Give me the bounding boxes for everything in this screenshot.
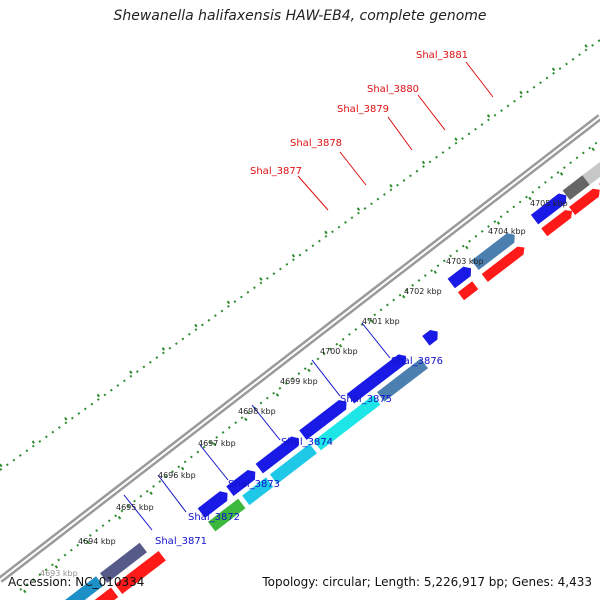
backbone-line-inner — [0, 116, 600, 581]
gene-label-3880[interactable]: Shal_3880 — [367, 84, 419, 95]
gene-label-3875[interactable]: Shal_3875 — [340, 394, 392, 405]
kbp-label-4696: 4696 kbp — [158, 471, 196, 480]
gene-block-3875[interactable] — [346, 351, 410, 404]
kbp-label-4699: 4699 kbp — [280, 377, 318, 386]
gene-label-3872[interactable]: Shal_3872 — [188, 512, 240, 523]
gene-red-3[interactable] — [541, 207, 575, 237]
callout-3880 — [417, 94, 446, 131]
callout-3879 — [387, 116, 413, 151]
kbp-label-4693-partial: 4693 kbp — [40, 569, 78, 578]
outer-tick-track-bottom-major — [23, 142, 600, 594]
kbp-label-4704: 4704 kbp — [488, 227, 526, 236]
gene-reverse-far-left-1[interactable] — [75, 587, 119, 600]
gene-forward-far-left-1[interactable] — [64, 576, 104, 600]
outer-tick-track-top — [0, 39, 600, 471]
kbp-label-4698: 4698 kbp — [238, 407, 276, 416]
callout-3874 — [251, 404, 281, 441]
gene-block-3871[interactable] — [197, 488, 231, 518]
gene-label-3877[interactable]: Shal_3877 — [250, 166, 302, 177]
gene-block-3877[interactable] — [447, 264, 475, 289]
gene-block-cyan-1[interactable] — [242, 477, 274, 506]
callout-3876 — [361, 322, 391, 359]
gene-block-steel-1[interactable] — [377, 358, 428, 402]
kbp-label-4695: 4695 kbp — [116, 503, 154, 512]
accession-label: Accession: NC_010334 — [8, 575, 145, 589]
kbp-label-4705: 4705 kbp — [530, 199, 568, 208]
gene-label-3878[interactable]: Shal_3878 — [290, 138, 342, 149]
gene-block-3878[interactable] — [471, 230, 518, 271]
kbp-label-4702: 4702 kbp — [404, 287, 442, 296]
callout-3877 — [297, 175, 329, 211]
kbp-label-4697: 4697 kbp — [198, 439, 236, 448]
callout-3875 — [311, 359, 341, 397]
gene-label-3874[interactable]: Shal_3874 — [281, 437, 333, 448]
callout-3881 — [465, 61, 494, 98]
gene-block-green[interactable] — [208, 498, 246, 532]
gene-label-3873[interactable]: Shal_3873 — [228, 479, 280, 490]
gene-red-4[interactable] — [568, 186, 600, 215]
gene-label-3879[interactable]: Shal_3879 — [337, 104, 389, 115]
callout-3878 — [339, 151, 367, 186]
genome-summary: Topology: circular; Length: 5,226,917 bp… — [262, 575, 592, 589]
kbp-label-4694: 4694 kbp — [78, 537, 116, 546]
gene-block-3880[interactable] — [562, 175, 590, 201]
gene-block-3873[interactable] — [255, 433, 303, 474]
gene-forward-far-left-2[interactable] — [99, 542, 147, 583]
gene-label-3871[interactable]: Shal_3871 — [155, 536, 207, 547]
kbp-label-4700: 4700 kbp — [320, 347, 358, 356]
gene-block-3874[interactable] — [299, 397, 350, 440]
kbp-label-4701: 4701 kbp — [362, 317, 400, 326]
gene-block-cyan-3[interactable] — [313, 395, 381, 451]
gene-block-3879[interactable] — [530, 191, 570, 225]
gene-block-cyan-2[interactable] — [269, 443, 317, 484]
genome-title: Shewanella halifaxensis HAW-EB4, complet… — [113, 8, 487, 24]
kbp-label-4703: 4703 kbp — [446, 257, 484, 266]
gene-red-2[interactable] — [481, 244, 528, 282]
callout-3872 — [157, 474, 187, 513]
gene-reverse-far-left-2[interactable] — [114, 550, 166, 594]
gene-block-3872-a[interactable] — [226, 467, 259, 496]
outer-tick-track-bottom — [19, 139, 600, 591]
gene-red-1[interactable] — [457, 281, 479, 301]
callout-3873 — [199, 444, 229, 481]
outer-tick-track-top-major — [0, 34, 600, 468]
callout-3871 — [123, 494, 153, 531]
gene-label-3876[interactable]: Shal_3876 — [391, 356, 443, 367]
gene-label-3881[interactable]: Shal_3881 — [416, 50, 468, 61]
gene-block-small-arrow[interactable] — [422, 327, 441, 346]
